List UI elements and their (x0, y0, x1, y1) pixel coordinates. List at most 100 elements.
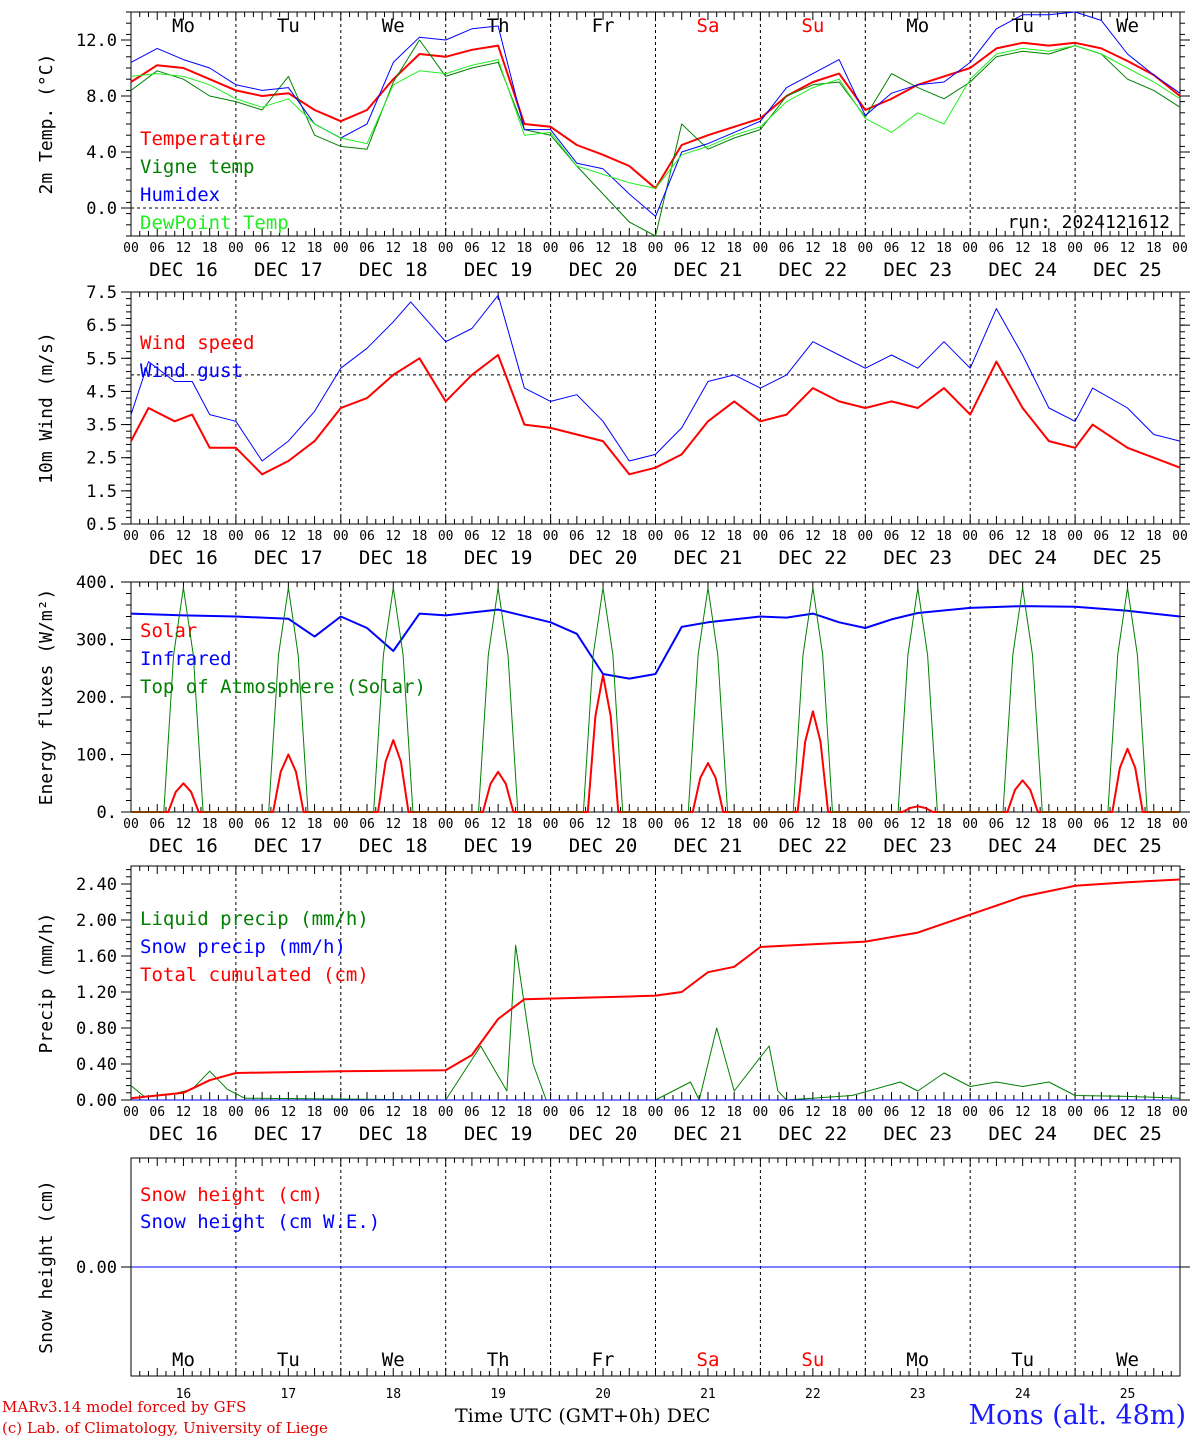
legend-entry: Vigne temp (140, 156, 254, 178)
hour-tick-label: 12 (805, 529, 821, 544)
hour-tick-label: 18 (517, 817, 533, 832)
hour-tick-label: 00 (333, 1105, 349, 1120)
hour-tick-label: 00 (753, 241, 769, 256)
date-label: DEC 21 (674, 547, 743, 569)
y-tick-label: 4.0 (86, 143, 117, 163)
y-tick-label: 0.00 (76, 1091, 117, 1111)
y-axis-label: Precip (mm/h) (36, 913, 57, 1054)
hour-tick-label: 12 (805, 1105, 821, 1120)
hour-tick-label: 00 (1067, 529, 1083, 544)
date-label: DEC 16 (149, 259, 218, 281)
day-name: Mo (906, 15, 929, 37)
hour-tick-label: 18 (936, 1105, 952, 1120)
date-label: DEC 20 (569, 259, 638, 281)
hour-tick-label: 00 (962, 817, 978, 832)
hour-tick-label: 06 (464, 241, 480, 256)
hour-tick-label: 18 (621, 241, 637, 256)
hour-tick-label: 06 (569, 241, 585, 256)
hour-tick-label: 00 (228, 817, 244, 832)
hour-tick-label: 06 (779, 1105, 795, 1120)
hour-tick-label: 12 (385, 1105, 401, 1120)
date-label: DEC 24 (988, 1123, 1057, 1145)
day-name: Su (801, 1349, 824, 1371)
hour-tick-label: 06 (464, 529, 480, 544)
day-number-label: 19 (490, 1387, 506, 1402)
hour-tick-label: 06 (149, 1105, 165, 1120)
hour-tick-label: 00 (1172, 817, 1188, 832)
series-line-infrared (130, 605, 1181, 680)
series-line-dewpoint-temp (130, 45, 1181, 189)
hour-tick-label: 00 (962, 529, 978, 544)
y-tick-label: 0.0 (86, 199, 117, 219)
date-label: DEC 19 (464, 259, 533, 281)
hour-tick-label: 06 (779, 817, 795, 832)
hour-tick-label: 06 (359, 241, 375, 256)
hour-tick-label: 06 (674, 241, 690, 256)
hour-tick-label: 06 (779, 529, 795, 544)
hour-tick-label: 00 (543, 529, 559, 544)
hour-tick-label: 18 (621, 817, 637, 832)
hour-tick-label: 18 (831, 241, 847, 256)
hour-tick-label: 00 (753, 817, 769, 832)
hour-tick-label: 00 (333, 817, 349, 832)
hour-tick-label: 00 (648, 529, 664, 544)
y-axis-label: 10m Wind (m/s) (36, 332, 57, 484)
series-line-humidex (130, 11, 1181, 217)
hour-tick-label: 00 (857, 817, 873, 832)
hour-tick-label: 06 (359, 817, 375, 832)
hour-tick-label: 18 (202, 529, 218, 544)
panel-2: 0.5 1.5 2.5 3.5 4.5 5.5 6.5 7.5 10m Wind (m/s) Wi… (36, 283, 1190, 569)
hour-tick-label: 18 (412, 817, 428, 832)
day-name: Fr (592, 1349, 615, 1371)
hour-tick-label: 00 (1172, 1105, 1188, 1120)
hour-tick-label: 12 (700, 529, 716, 544)
hour-tick-label: 18 (307, 529, 323, 544)
hour-tick-label: 00 (1172, 241, 1188, 256)
hour-tick-label: 12 (1015, 529, 1031, 544)
hour-tick-label: 18 (1146, 1105, 1162, 1120)
hour-tick-label: 12 (910, 529, 926, 544)
y-axis-label: Snow height (cm) (36, 1180, 57, 1353)
legend-entry: Humidex (140, 184, 220, 206)
hour-tick-label: 18 (202, 241, 218, 256)
y-tick-label: 200. (76, 688, 117, 708)
series-line-total-cumulated-cm- (130, 878, 1181, 1100)
hour-tick-label: 18 (412, 529, 428, 544)
hour-tick-label: 06 (149, 529, 165, 544)
hour-tick-label: 12 (176, 1105, 192, 1120)
legend-entry: Snow height (cm) (140, 1184, 323, 1206)
date-label: DEC 17 (254, 1123, 323, 1145)
hour-tick-label: 18 (307, 817, 323, 832)
hour-tick-label: 12 (490, 817, 506, 832)
hour-tick-label: 18 (831, 529, 847, 544)
hour-tick-label: 06 (674, 529, 690, 544)
series-line-wind-speed (130, 354, 1181, 476)
hour-tick-label: 00 (962, 241, 978, 256)
legend-entry: Temperature (140, 128, 266, 150)
hour-tick-label: 18 (307, 1105, 323, 1120)
hour-tick-label: 06 (254, 1105, 270, 1120)
hour-tick-label: 12 (595, 817, 611, 832)
date-label: DEC 25 (1093, 835, 1162, 857)
hour-tick-label: 12 (281, 1105, 297, 1120)
day-name: Fr (592, 15, 615, 37)
hour-tick-label: 18 (726, 529, 742, 544)
hour-tick-label: 06 (359, 1105, 375, 1120)
date-label: DEC 21 (674, 1123, 743, 1145)
panel-1: 0.0 4.0 8.0 12.0 2m Temp. (°C) Temperature Vig… (36, 11, 1190, 281)
date-label: DEC 18 (359, 835, 428, 857)
hour-tick-label: 06 (779, 241, 795, 256)
hour-tick-label: 18 (412, 241, 428, 256)
hour-tick-label: 12 (281, 241, 297, 256)
model-credit: MARv3.14 model forced by GFS (2, 1398, 247, 1416)
date-label: DEC 16 (149, 1123, 218, 1145)
hour-tick-label: 12 (595, 241, 611, 256)
hour-tick-label: 12 (1015, 817, 1031, 832)
date-label: DEC 23 (883, 259, 952, 281)
y-axis-label: 2m Temp. (°C) (36, 54, 57, 195)
day-number-label: 20 (595, 1387, 611, 1402)
hour-tick-label: 12 (1015, 241, 1031, 256)
day-number-label: 21 (700, 1387, 716, 1402)
